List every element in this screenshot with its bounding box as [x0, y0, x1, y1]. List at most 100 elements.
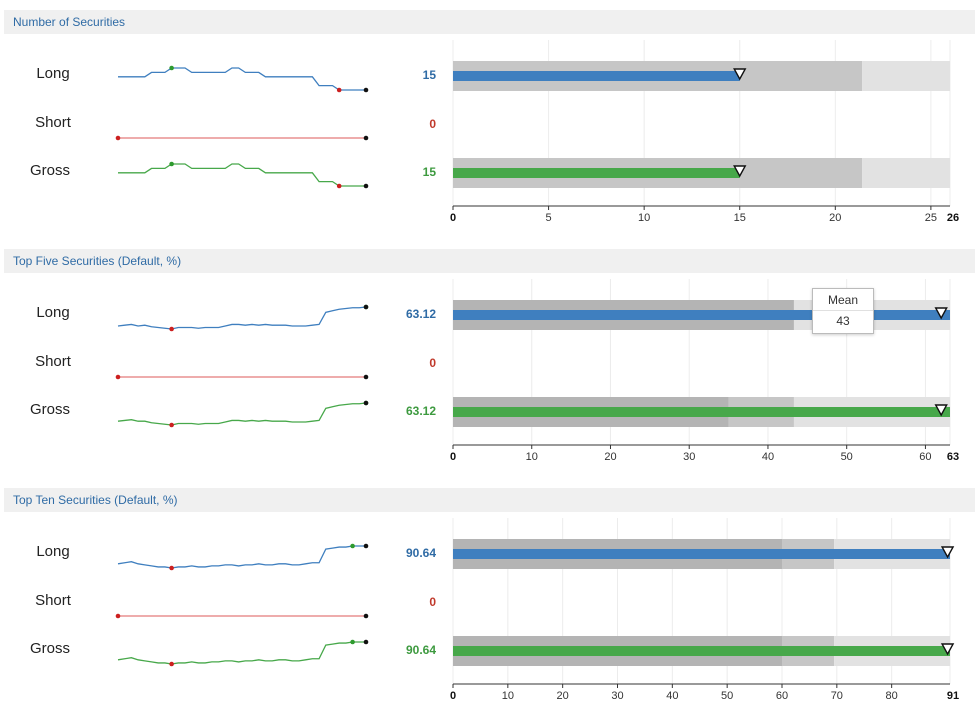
value-bar-long: [453, 549, 950, 559]
x-tick-label: 20: [604, 451, 616, 463]
sparkline-last-dot: [363, 613, 369, 619]
value-bar-long: [453, 310, 950, 320]
row-value-gross: 90.64: [405, 643, 436, 657]
sparkline-panel: [115, 304, 369, 428]
x-tick-label: 40: [666, 690, 678, 702]
tooltip-title: Mean: [813, 289, 873, 311]
row-label-short: Short: [35, 353, 71, 370]
x-tick-label: 0: [450, 451, 456, 463]
target-marker: [940, 546, 955, 559]
x-tick-label: 25: [925, 212, 937, 224]
sparkline-min-dot: [336, 183, 342, 189]
x-tick-label: 10: [502, 690, 514, 702]
sparkline-last-dot: [363, 400, 369, 406]
row-value-long: 63.12: [405, 307, 436, 321]
sparkline-max-dot: [169, 161, 174, 167]
row-label-long: Long: [36, 65, 70, 82]
sparkline-long: [117, 545, 366, 569]
x-tick-label: 10: [526, 451, 538, 463]
row-value-gross: 15: [422, 165, 436, 179]
section-header: Top Five Securities (Default, %): [4, 249, 975, 273]
mean-tooltip: Mean 43: [812, 288, 874, 334]
x-tick-label: 5: [546, 212, 552, 224]
row-value-short: 0: [429, 117, 436, 131]
row-value-short: 0: [429, 356, 436, 370]
sparkline-gross: [117, 641, 366, 665]
sparkline-max-dot: [350, 543, 355, 549]
section-title: Number of Securities: [13, 15, 126, 29]
sparkline-min-dot: [169, 565, 174, 571]
row-label-short: Short: [35, 114, 71, 131]
band-range: [862, 61, 950, 91]
value-bar-long: [453, 71, 740, 81]
sparkline-panel: [115, 65, 369, 189]
value-bar-gross: [453, 407, 950, 417]
row-value-long: 90.64: [405, 546, 436, 560]
row-label-long: Long: [36, 304, 70, 321]
sparkline-last-dot: [363, 374, 369, 380]
bullet-chart: 0 5 10 15 20 25 26: [450, 40, 959, 224]
sparkline-min-dot: [169, 661, 174, 667]
row-value-long: 15: [422, 68, 436, 82]
x-tick-label: 20: [557, 690, 569, 702]
x-axis-end-label: 26: [947, 212, 959, 224]
row-label-long: Long: [36, 543, 70, 560]
row-value-gross: 63.12: [405, 404, 436, 418]
x-tick-label: 0: [450, 690, 456, 702]
section-title: Top Ten Securities (Default, %): [13, 493, 178, 507]
row-value-short: 0: [429, 595, 436, 609]
row-label-gross: Gross: [29, 640, 70, 657]
target-marker: [940, 643, 955, 656]
target-marker: [733, 165, 747, 178]
target-marker: [934, 307, 948, 320]
x-axis-end-label: 63: [947, 451, 959, 463]
sparkline-min-dot: [336, 87, 342, 93]
target-marker: [934, 404, 948, 417]
section-number-of-securities: Number of Securities Long Short Gross 15…: [0, 0, 975, 235]
target-marker: [733, 68, 747, 81]
x-tick-label: 40: [762, 451, 774, 463]
sparkline-min-dot: [169, 326, 174, 332]
band-range: [862, 158, 950, 188]
x-tick-label: 60: [919, 451, 931, 463]
x-tick-label: 70: [831, 690, 843, 702]
bullet-chart: 0 10 20 30 40 50 60 63: [450, 279, 959, 463]
x-tick-label: 30: [683, 451, 695, 463]
section-header: Number of Securities: [4, 10, 975, 34]
bullet-chart: 0 10 20 30 40 50 60 70 80 91: [450, 518, 959, 702]
section-top-five: Top Five Securities (Default, %) Long Sh…: [0, 240, 975, 475]
sparkline-last-dot: [363, 135, 369, 141]
x-tick-label: 80: [886, 690, 898, 702]
section-top-ten: Top Ten Securities (Default, %) Long Sho…: [0, 478, 975, 709]
sparkline-panel: [115, 543, 369, 667]
sparkline-max-dot: [169, 65, 174, 71]
row-label-gross: Gross: [29, 401, 70, 418]
x-axis-end-label: 91: [947, 690, 959, 702]
x-tick-label: 10: [638, 212, 650, 224]
row-label-short: Short: [35, 592, 71, 609]
sparkline-last-dot: [363, 543, 369, 549]
sparkline-start-dot: [115, 135, 121, 141]
sparkline-min-dot: [169, 422, 174, 428]
sparkline-last-dot: [363, 87, 369, 93]
sparkline-long: [117, 306, 367, 330]
sparkline-gross: [118, 163, 366, 187]
x-tick-label: 15: [734, 212, 746, 224]
x-tick-label: 30: [611, 690, 623, 702]
sparkline-start-dot: [115, 613, 121, 619]
sparkline-start-dot: [115, 374, 121, 380]
x-tick-label: 50: [841, 451, 853, 463]
x-tick-label: 20: [829, 212, 841, 224]
sparkline-last-dot: [363, 639, 369, 645]
x-tick-label: 50: [721, 690, 733, 702]
sparkline-long: [118, 67, 366, 91]
section-title: Top Five Securities (Default, %): [13, 254, 182, 268]
sparkline-max-dot: [350, 639, 355, 645]
sparkline-last-dot: [363, 183, 369, 189]
x-tick-label: 60: [776, 690, 788, 702]
sparkline-gross: [117, 402, 367, 426]
sparkline-last-dot: [363, 304, 369, 310]
value-bar-gross: [453, 168, 740, 178]
row-label-gross: Gross: [29, 162, 70, 179]
tooltip-value: 43: [836, 314, 850, 328]
